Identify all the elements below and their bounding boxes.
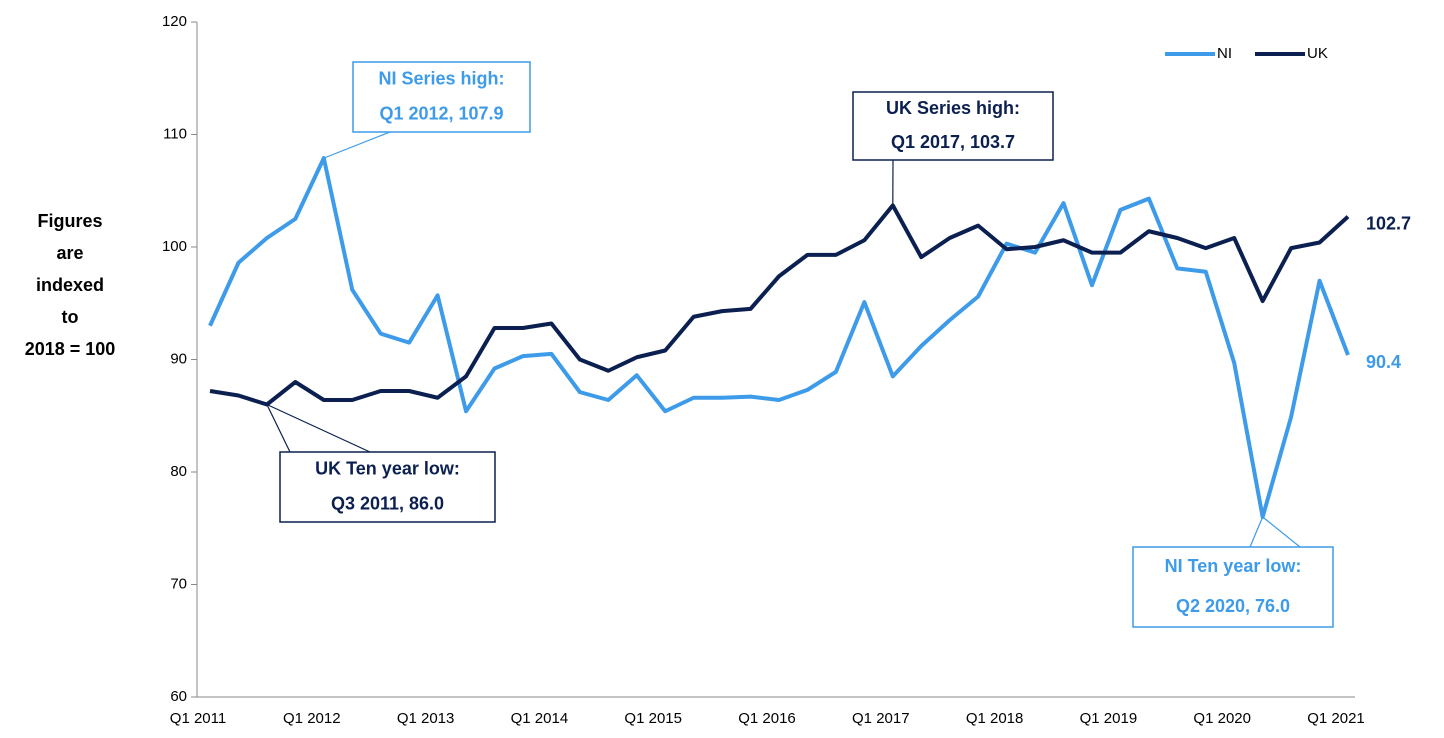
annotation-leader (266, 403, 371, 453)
annotation-leader (266, 404, 291, 453)
annotation-leader (1262, 516, 1301, 548)
y-axis-label: indexed (36, 275, 104, 295)
x-tick-label: Q1 2015 (624, 710, 682, 727)
x-tick-label: Q1 2020 (1193, 710, 1251, 727)
y-tick-label: 120 (162, 13, 187, 30)
annotation-box (279, 451, 496, 523)
end-value-label: 102.7 (1366, 213, 1411, 233)
y-tick-label: 80 (170, 463, 187, 480)
legend-label: NI (1217, 45, 1232, 62)
annotation-leader (1249, 516, 1264, 548)
annotation-text: UK Ten year low: (315, 458, 460, 478)
x-tick-label: Q1 2013 (397, 710, 455, 727)
x-tick-label: Q1 2021 (1307, 710, 1365, 727)
y-axis-label: Figures (37, 211, 102, 231)
y-axis-label: to (62, 307, 79, 327)
y-axis-label: are (56, 243, 83, 263)
annotation-box (1132, 546, 1334, 628)
annotation-text: Q1 2012, 107.9 (379, 103, 503, 123)
annotation-text: Q3 2011, 86.0 (331, 493, 444, 513)
x-tick-label: Q1 2014 (511, 710, 569, 727)
y-tick-label: 90 (170, 350, 187, 367)
y-tick-label: 70 (170, 575, 187, 592)
y-tick-label: 100 (162, 238, 187, 255)
annotation-text: Q1 2017, 103.7 (891, 132, 1015, 152)
legend-label: UK (1307, 45, 1328, 62)
annotation-text: NI Ten year low: (1165, 556, 1302, 576)
y-tick-label: 60 (170, 688, 187, 705)
annotation-leader (323, 131, 391, 159)
annotation-box (852, 91, 1054, 161)
x-tick-label: Q1 2012 (283, 710, 341, 727)
end-value-label: 90.4 (1366, 352, 1401, 372)
x-tick-label: Q1 2019 (1080, 710, 1138, 727)
x-tick-label: Q1 2017 (852, 710, 910, 727)
annotation-text: UK Series high: (886, 98, 1020, 118)
series-line (208, 156, 1350, 519)
x-tick-label: Q1 2018 (966, 710, 1024, 727)
annotation-text: Q2 2020, 76.0 (1176, 596, 1290, 616)
x-tick-label: Q1 2016 (738, 710, 796, 727)
annotation-text: NI Series high: (378, 68, 504, 88)
y-axis-label: 2018 = 100 (25, 339, 116, 359)
x-tick-label: Q1 2011 (170, 710, 226, 727)
series-line (209, 203, 1350, 407)
annotation-box (352, 61, 531, 133)
y-tick-label: 110 (163, 125, 187, 142)
